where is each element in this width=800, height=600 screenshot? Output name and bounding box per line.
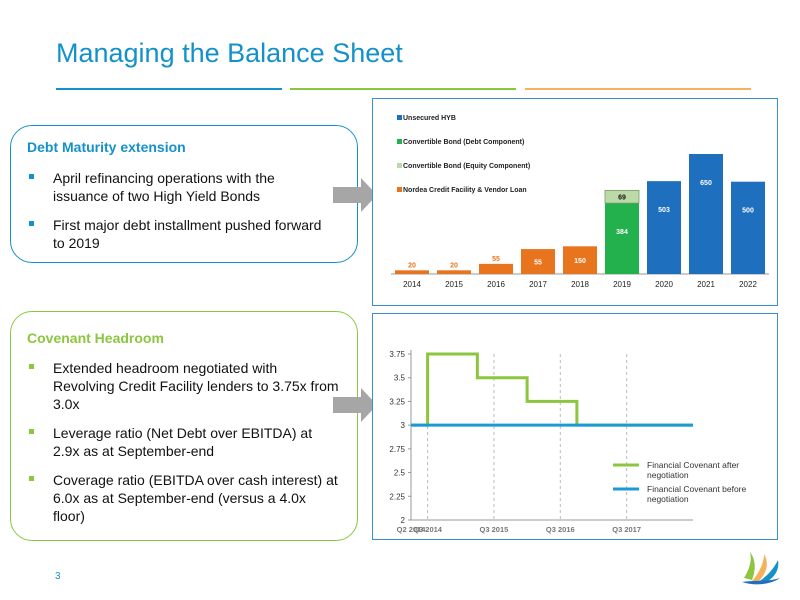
bullet-item: First major debt installment pushed forw… (29, 216, 329, 252)
bullet-icon (29, 476, 34, 481)
bullet-item: Leverage ratio (Net Debt over EBITDA) at… (29, 424, 339, 460)
bar-value-label: 20 (450, 262, 458, 269)
debt-maturity-chart-panel: Unsecured HYB Convertible Bond (Debt Comp… (372, 98, 778, 306)
legend-label: Financial Covenant after negotiation (647, 460, 739, 480)
legend-swatch (397, 187, 402, 192)
bar-segment (479, 263, 513, 274)
x-tick-label: Q2 2014 (397, 525, 427, 534)
bar-value-label: 500 (742, 208, 754, 215)
x-tick-label: Q3 2015 (480, 525, 509, 534)
bullet-text: Leverage ratio (Net Debt over EBITDA) at… (53, 425, 313, 459)
y-tick-label: 3.75 (389, 350, 405, 359)
bar-value-label: 20 (408, 262, 416, 269)
bar-value-label: 384 (616, 229, 628, 236)
y-tick-label: 2 (401, 516, 406, 525)
bullet-text: April refinancing operations with the is… (53, 170, 275, 204)
debt-maturity-chart: Unsecured HYB Convertible Bond (Debt Comp… (391, 115, 769, 289)
legend-swatch (397, 115, 402, 120)
arrow-right-icon (333, 388, 377, 422)
bullet-item: Extended headroom negotiated with Revolv… (29, 359, 339, 413)
bar-value-label: 503 (658, 207, 670, 214)
bar-segment (605, 203, 639, 274)
bar-segment (689, 154, 723, 274)
bullet-icon (29, 364, 34, 369)
covenant-chart-panel: 2 2.25 2.5 2.75 3 3.25 3.5 3.75 Q2 2014 Q3 2014 Q3… (372, 313, 778, 540)
x-tick-label: 2017 (529, 280, 547, 289)
y-tick-label: 2.75 (389, 445, 405, 454)
x-tick-label: Q3 2014 (413, 525, 443, 534)
bar-value-label: 650 (700, 180, 712, 187)
bullet-icon (29, 429, 34, 434)
covenant-bullets: Extended headroom negotiated with Revolv… (29, 359, 339, 536)
x-tick-label: Q3 2016 (546, 525, 575, 534)
legend-label: Nordea Credit Facility & Vendor Loan (403, 187, 527, 194)
covenant-headroom-box: Covenant Headroom Extended headroom nego… (10, 311, 358, 541)
y-tick-label: 3.5 (394, 374, 406, 383)
series-line (411, 352, 693, 427)
x-tick-label: 2018 (571, 280, 589, 289)
bar-segment (395, 270, 429, 274)
x-tick-label: 2014 (403, 280, 421, 289)
y-tick-label: 3.25 (389, 397, 405, 406)
bar-value-label: 69 (618, 195, 626, 202)
debt-maturity-box: Debt Maturity extension April refinancin… (10, 125, 358, 263)
page-title: Managing the Balance Sheet (56, 38, 403, 68)
x-tick-label: Q3 2017 (612, 525, 641, 534)
x-tick-label: 2016 (487, 280, 505, 289)
bar-segment (647, 181, 681, 274)
legend-label: Financial Covenant before negotiation (647, 484, 747, 504)
debt-maturity-heading: Debt Maturity extension (27, 139, 186, 155)
y-tick-label: 3 (401, 421, 406, 430)
bullet-item: April refinancing operations with the is… (29, 169, 329, 205)
bar-segment (437, 270, 471, 274)
bullet-text: First major debt installment pushed forw… (53, 217, 322, 251)
bar-value-label: 55 (492, 256, 500, 263)
y-tick-label: 2.25 (389, 492, 405, 501)
title-rule-green (290, 88, 516, 90)
bullet-item: Coverage ratio (EBITDA over cash interes… (29, 471, 339, 525)
bar-value-label: 150 (574, 258, 586, 265)
title-rule-blue (56, 88, 282, 90)
bullet-text: Coverage ratio (EBITDA over cash interes… (53, 472, 338, 524)
bullet-text: Extended headroom negotiated with Revolv… (53, 360, 339, 412)
debt-bullets: April refinancing operations with the is… (29, 169, 329, 263)
legend-swatch (397, 163, 402, 168)
y-tick-label: 2.5 (394, 469, 406, 478)
bullet-icon (29, 174, 34, 179)
covenant-heading: Covenant Headroom (27, 330, 164, 346)
bar-value-label: 55 (534, 260, 542, 267)
bar-segment (604, 189, 640, 204)
bullet-icon (29, 221, 34, 226)
legend-swatch (397, 139, 402, 144)
x-tick-label: 2020 (655, 280, 673, 289)
page-number: 3 (55, 571, 61, 582)
bar-segment (521, 249, 555, 274)
legend-label: Convertible Bond (Equity Component) (403, 163, 530, 170)
company-logo (742, 552, 780, 585)
x-tick-label: 2022 (739, 280, 757, 289)
x-tick-label: 2015 (445, 280, 463, 289)
x-tick-label: 2021 (697, 280, 715, 289)
legend-label: Unsecured HYB (403, 115, 456, 122)
legend-label: Convertible Bond (Debt Component) (403, 139, 524, 146)
bar-segment (731, 181, 765, 274)
arrow-right-icon (333, 178, 377, 212)
x-tick-label: 2019 (613, 280, 631, 289)
title-rule-orange (525, 88, 751, 90)
bar-segment (563, 246, 597, 274)
